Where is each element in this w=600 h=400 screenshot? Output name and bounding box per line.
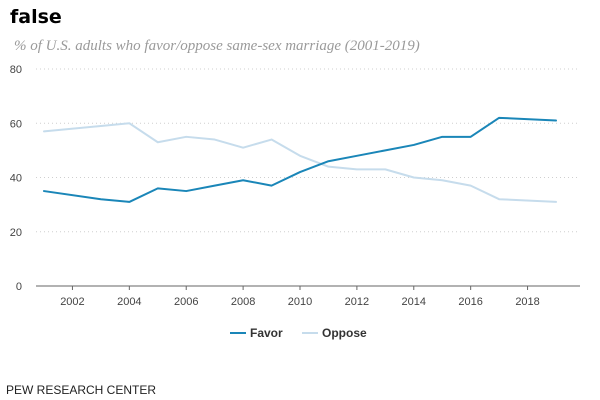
source-credit: PEW RESEARCH CENTER <box>6 383 157 397</box>
gridlines <box>36 68 580 287</box>
legend-label-favor: Favor <box>250 326 283 340</box>
x-tick-label: 2016 <box>458 296 482 308</box>
series-line-oppose <box>43 122 557 203</box>
y-axis-ticks: 0 20 40 60 80 <box>10 64 22 293</box>
x-tick-label: 2014 <box>402 296 426 308</box>
legend-label-oppose: Oppose <box>322 326 367 340</box>
x-tick-label: 2012 <box>345 296 369 308</box>
y-tick-label: 20 <box>10 227 22 239</box>
x-tick-label: 2018 <box>515 296 539 308</box>
legend: Favor Oppose <box>230 326 367 340</box>
x-tick-label: 2008 <box>231 296 255 308</box>
chart-title: false <box>10 6 62 28</box>
series-line-favor <box>43 116 557 203</box>
y-tick-label: 40 <box>10 173 22 185</box>
series-lines <box>43 116 557 203</box>
y-tick-label: 60 <box>10 118 22 130</box>
x-tick-label: 2004 <box>117 296 141 308</box>
x-tick-label: 2002 <box>60 296 84 308</box>
y-tick-label: 0 <box>16 281 22 293</box>
y-tick-label: 80 <box>10 64 22 76</box>
chart-subtitle: % of U.S. adults who favor/oppose same-s… <box>14 38 420 54</box>
x-tick-label: 2006 <box>174 296 198 308</box>
x-tick-label: 2010 <box>288 296 312 308</box>
x-axis-ticks: 2002 2004 2006 2008 2010 2012 2014 2016 2018 <box>60 286 540 308</box>
